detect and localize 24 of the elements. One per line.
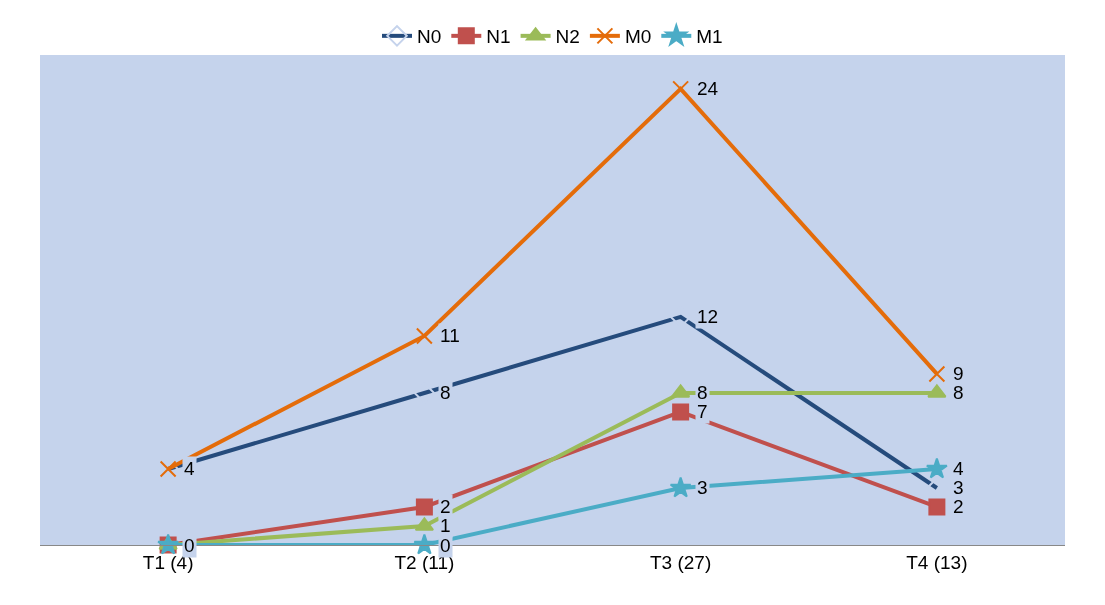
data-label: 9 [953, 363, 964, 384]
legend-label: M0 [624, 26, 652, 48]
data-label: 7 [697, 401, 708, 422]
data-label: 11 [440, 325, 460, 346]
data-label: 4 [184, 458, 195, 479]
data-label: 8 [697, 382, 708, 403]
data-label: 3 [697, 477, 708, 498]
data-label: 0 [184, 535, 195, 556]
data-label: 1 [440, 515, 451, 536]
data-label: 2 [440, 496, 451, 517]
legend-label: N0 [417, 26, 442, 48]
data-label: 12 [697, 306, 719, 327]
legend-label: M1 [696, 26, 723, 48]
x-tick-label: T4 (13) [906, 551, 968, 573]
data-label: 3 [953, 477, 964, 498]
x-tick-label: T3 (27) [650, 551, 712, 573]
legend-label: N2 [555, 26, 580, 48]
data-label: 8 [440, 382, 451, 403]
legend-label: N1 [486, 26, 511, 48]
data-label: 24 [697, 78, 719, 99]
data-label: 0 [440, 535, 451, 556]
data-label: 4 [953, 458, 964, 479]
data-label: 8 [953, 382, 964, 403]
data-label: 2 [953, 496, 964, 517]
